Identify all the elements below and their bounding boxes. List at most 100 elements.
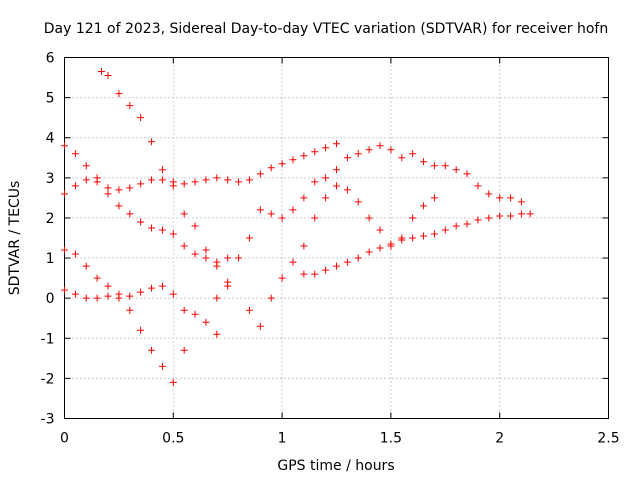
- data-point: [267, 164, 275, 172]
- data-point: [61, 246, 68, 254]
- data-point: [278, 160, 286, 168]
- data-point: [169, 378, 177, 386]
- y-tick-label: 6: [46, 51, 55, 67]
- data-point: [180, 180, 188, 188]
- data-point: [202, 254, 210, 262]
- data-point: [148, 284, 156, 292]
- data-point: [191, 310, 199, 318]
- data-point: [267, 294, 275, 302]
- data-point: [343, 186, 351, 194]
- data-point: [333, 140, 340, 148]
- data-point: [376, 244, 384, 252]
- data-point: [430, 162, 438, 170]
- data-point: [526, 210, 534, 218]
- data-point: [289, 206, 297, 214]
- data-point: [126, 102, 134, 110]
- series-arc-2: [61, 142, 232, 266]
- data-point: [245, 176, 253, 184]
- data-point: [148, 224, 156, 232]
- data-point: [463, 170, 471, 178]
- data-points: [61, 68, 534, 386]
- data-point: [365, 146, 373, 154]
- data-point: [496, 212, 504, 220]
- data-point: [289, 258, 297, 266]
- data-point: [115, 90, 123, 98]
- data-point: [387, 146, 395, 154]
- y-tick-label: 3: [46, 171, 55, 187]
- data-point: [267, 210, 275, 218]
- data-point: [409, 214, 417, 222]
- x-tick-label: 0.5: [162, 431, 184, 447]
- data-point: [245, 234, 253, 242]
- data-point: [441, 226, 449, 234]
- data-point: [148, 346, 156, 354]
- data-point: [409, 150, 417, 158]
- data-point: [398, 154, 406, 162]
- x-tick-label: 1.5: [380, 431, 402, 447]
- grid-lines: [64, 57, 609, 419]
- data-point: [322, 174, 330, 182]
- data-point: [224, 278, 232, 286]
- x-tick-label: 0: [60, 431, 69, 447]
- data-point: [333, 166, 340, 174]
- data-point: [441, 162, 449, 170]
- data-point: [191, 222, 199, 230]
- data-point: [104, 190, 112, 198]
- data-point: [224, 176, 232, 184]
- data-point: [256, 170, 264, 178]
- data-point: [311, 148, 319, 156]
- data-point: [452, 222, 460, 230]
- data-point: [82, 294, 90, 302]
- data-point: [61, 190, 68, 198]
- data-point: [474, 182, 482, 190]
- data-point: [202, 318, 210, 326]
- data-point: [137, 288, 145, 296]
- data-point: [61, 142, 68, 150]
- y-tick-label: -1: [41, 331, 55, 347]
- data-point: [322, 194, 330, 202]
- data-point: [485, 214, 493, 222]
- data-point: [256, 322, 264, 330]
- data-point: [354, 254, 362, 262]
- data-point: [278, 214, 286, 222]
- data-point: [213, 294, 221, 302]
- data-point: [115, 294, 123, 302]
- x-tick-label: 2.5: [597, 431, 619, 447]
- data-point: [126, 210, 134, 218]
- y-tick-label: -2: [41, 371, 55, 387]
- data-point: [420, 232, 428, 240]
- data-point: [517, 210, 525, 218]
- data-point: [126, 184, 134, 192]
- data-point: [158, 282, 166, 290]
- data-point: [126, 292, 134, 300]
- data-point: [82, 162, 90, 170]
- series-arc-7: [300, 210, 534, 278]
- data-point: [365, 248, 373, 256]
- data-point: [104, 184, 112, 192]
- data-point: [322, 144, 330, 152]
- data-point: [420, 158, 428, 166]
- data-point: [115, 186, 123, 194]
- data-point: [354, 198, 362, 206]
- data-point: [409, 234, 417, 242]
- data-point: [311, 178, 319, 186]
- chart-title: Day 121 of 2023, Sidereal Day-to-day VTE…: [44, 21, 608, 37]
- data-point: [180, 346, 188, 354]
- series-arc-8: [245, 182, 438, 330]
- data-point: [169, 230, 177, 238]
- data-point: [71, 182, 79, 190]
- data-point: [311, 270, 319, 278]
- data-point: [496, 194, 504, 202]
- data-point: [376, 142, 384, 150]
- data-point: [158, 176, 166, 184]
- data-point: [93, 174, 101, 182]
- data-point: [213, 330, 221, 338]
- data-point: [202, 176, 210, 184]
- data-point: [300, 270, 308, 278]
- data-point: [245, 306, 253, 314]
- data-point: [191, 178, 199, 186]
- y-tick-label: 2: [46, 211, 55, 227]
- data-point: [333, 182, 340, 190]
- data-point: [104, 292, 112, 300]
- data-point: [300, 152, 308, 160]
